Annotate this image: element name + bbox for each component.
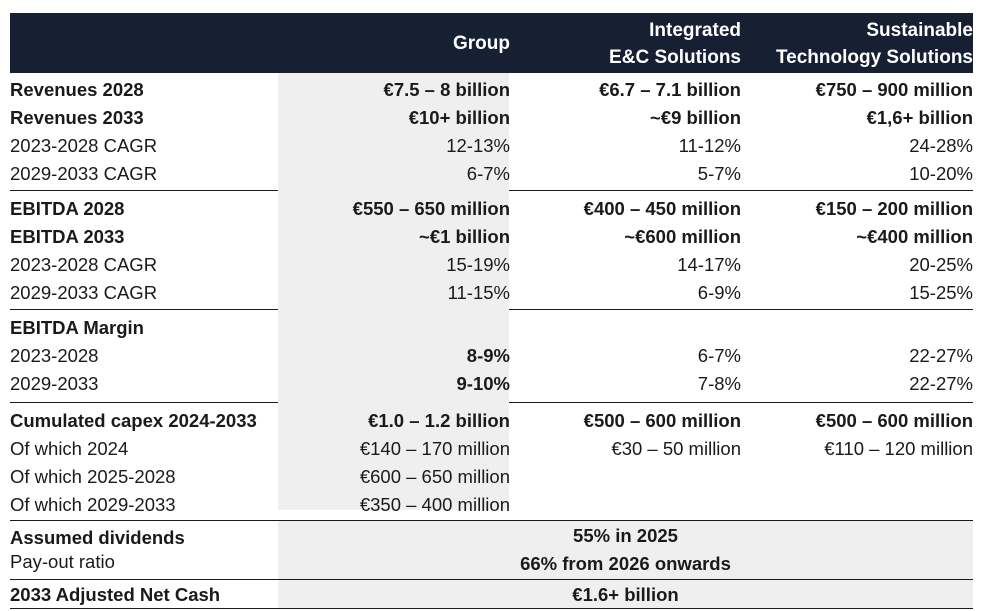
ebitda-margin-section: EBITDA Margin 2023-2028 8-9% 6-7% 22-27%… [10,310,973,402]
payout-ratio-label: Pay-out ratio [10,551,115,572]
row-label: EBITDA Margin [10,317,144,338]
group-value: 12-13% [446,135,510,156]
iec-value: 5-7% [697,163,741,184]
header-group: Group [453,33,510,54]
row-label: Of which 2025-2028 [10,466,176,487]
iec-value: 14-17% [677,254,741,275]
row-label: Cumulated capex 2024-2033 [10,410,257,431]
sts-value: €1,6+ billion [866,107,973,128]
table-bottom-border [10,608,973,609]
row-label: 2029-2033 CAGR [10,163,158,184]
group-value: €600 – 650 million [359,466,510,487]
table-row: Of which 2024 €140 – 170 million €30 – 5… [10,435,973,463]
iec-value: ~€9 billion [650,107,741,128]
table-row: Of which 2025-2028 €600 – 650 million [10,463,973,491]
iec-value: €400 – 450 million [583,198,741,219]
header-sts-line2: Technology Solutions [775,47,973,68]
group-value: €10+ billion [408,107,510,128]
table-row: Revenues 2028 €7.5 – 8 billion €6.7 – 7.… [10,76,973,104]
table-row: Revenues 2033 €10+ billion ~€9 billion €… [10,104,973,132]
header-iec-line2: E&C Solutions [609,47,741,68]
iec-value: 6-9% [697,282,741,303]
sts-value: 10-20% [909,163,973,184]
net-cash-label: 2033 Adjusted Net Cash [10,584,221,605]
iec-value: 6-7% [697,345,741,366]
iec-value: ~€600 million [624,226,741,247]
table-row: 2023-2028 CAGR 15-19% 14-17% 20-25% [10,251,973,279]
row-label: EBITDA 2033 [10,226,125,247]
table-row: 2029-2033 9-10% 7-8% 22-27% [10,370,973,398]
table-row: 2023-2028 8-9% 6-7% 22-27% [10,342,973,370]
iec-value: €500 – 600 million [583,410,741,431]
row-label: Revenues 2028 [10,79,144,100]
row-label: Of which 2024 [10,438,129,459]
iec-value: 11-12% [678,135,741,156]
group-column-band [278,73,509,510]
row-label: 2023-2028 CAGR [10,135,158,156]
row-label: 2023-2028 [10,345,99,366]
group-value: €7.5 – 8 billion [383,79,510,100]
table-row: EBITDA Margin [10,314,973,342]
row-label: EBITDA 2028 [10,198,125,219]
table-row: EBITDA 2033 ~€1 billion ~€600 million ~€… [10,223,973,251]
sts-value: 24-28% [909,135,973,156]
section-divider [10,579,973,580]
sts-value: 22-27% [909,345,973,366]
group-value: 6-7% [466,163,510,184]
group-value: €140 – 170 million [359,438,510,459]
dividends-line1: 55% in 2025 [573,525,678,546]
revenues-section: Revenues 2028 €7.5 – 8 billion €6.7 – 7.… [10,73,973,190]
net-cash-band [278,580,973,608]
iec-value: €6.7 – 7.1 billion [599,79,741,100]
sts-value: 20-25% [909,254,973,275]
group-value: 9-10% [456,373,510,394]
iec-value: €30 – 50 million [611,438,741,459]
outlook-table: Group Integrated E&C Solutions Sustainab… [10,13,973,609]
group-value: 15-19% [446,254,510,275]
header-sts-line1: Sustainable [866,20,973,41]
header-sustainable-technology-solutions: Sustainable Technology Solutions [776,17,973,71]
sts-value: €110 – 120 million [824,438,973,459]
dividends-section: Assumed dividends Pay-out ratio 55% in 2… [10,521,973,579]
table-header: Group Integrated E&C Solutions Sustainab… [10,13,973,73]
sts-value: €500 – 600 million [815,410,973,431]
header-iec-line1: Integrated [649,20,741,41]
sts-value: 15-25% [909,282,973,303]
sts-value: 22-27% [909,373,973,394]
iec-value: 7-8% [697,373,741,394]
group-value: €350 – 400 million [359,494,510,515]
row-label: 2023-2028 CAGR [10,254,158,275]
section-divider [10,520,973,521]
row-label: Of which 2029-2033 [10,494,176,515]
row-label: 2029-2033 CAGR [10,282,158,303]
table-row: EBITDA 2028 €550 – 650 million €400 – 45… [10,195,973,223]
sts-value: €150 – 200 million [815,198,973,219]
sts-value: ~€400 million [856,226,973,247]
group-value: 11-15% [447,282,510,303]
table-row: 2029-2033 CAGR 11-15% 6-9% 15-25% [10,279,973,307]
table-row: Cumulated capex 2024-2033 €1.0 – 1.2 bil… [10,407,973,435]
group-value: 8-9% [466,345,510,366]
dividends-band [278,521,973,579]
table-row: 2023-2028 CAGR 12-13% 11-12% 24-28% [10,132,973,160]
group-value: ~€1 billion [419,226,510,247]
net-cash-value: €1.6+ billion [572,584,679,605]
dividends-line2: 66% from 2026 onwards [520,553,731,574]
group-value: €1.0 – 1.2 billion [368,410,510,431]
table-row: 2029-2033 CAGR 6-7% 5-7% 10-20% [10,160,973,188]
net-cash-section: 2033 Adjusted Net Cash €1.6+ billion [10,580,973,608]
table-row: Of which 2029-2033 €350 – 400 million [10,491,973,519]
sts-value: €750 – 900 million [815,79,973,100]
header-integrated-ec-solutions: Integrated E&C Solutions [609,17,741,71]
dividends-label: Assumed dividends [10,527,185,548]
group-value: €550 – 650 million [352,198,510,219]
ebitda-section: EBITDA 2028 €550 – 650 million €400 – 45… [10,191,973,309]
row-label: 2029-2033 [10,373,99,394]
capex-section: Cumulated capex 2024-2033 €1.0 – 1.2 bil… [10,403,973,520]
row-label: Revenues 2033 [10,107,144,128]
